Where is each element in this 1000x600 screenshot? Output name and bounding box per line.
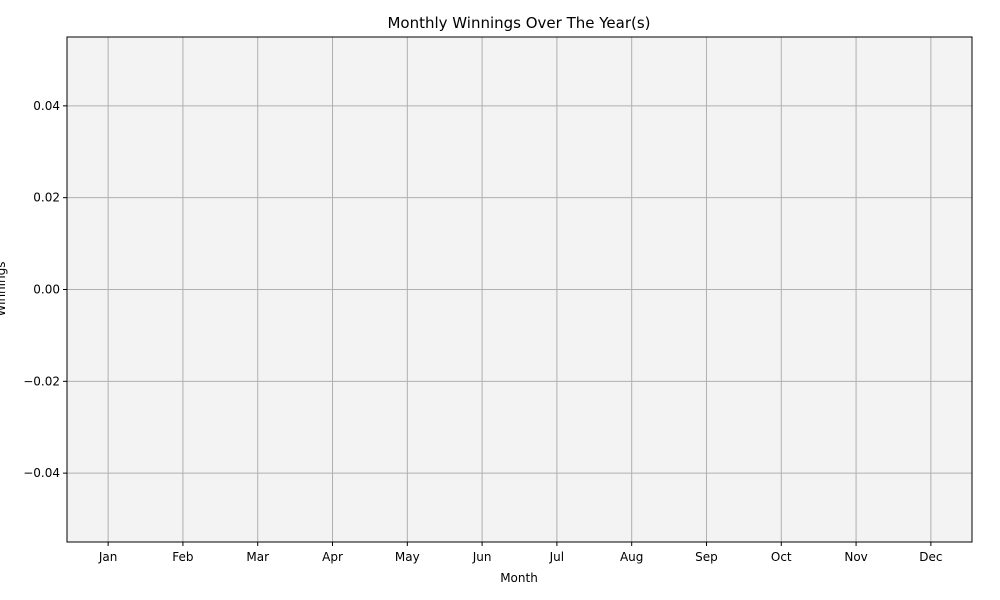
y-tick-label: 0.02 (33, 191, 60, 205)
x-tick-label: Oct (771, 550, 792, 564)
x-tick-label: Mar (246, 550, 269, 564)
x-tick-label: May (395, 550, 420, 564)
x-tick-label: Dec (919, 550, 942, 564)
x-axis: Jan Feb Mar Apr May Jun Jul Aug Sep Oct Nov Dec (98, 542, 942, 564)
chart-title: Monthly Winnings Over The Year(s) (387, 14, 650, 32)
y-tick-label: −0.02 (23, 374, 60, 388)
grid-lines (67, 37, 972, 542)
y-tick-label: −0.04 (23, 466, 60, 480)
x-tick-label: Sep (695, 550, 718, 564)
x-tick-label: Aug (620, 550, 643, 564)
x-axis-label: Month (500, 571, 538, 585)
x-tick-label: Jun (472, 550, 492, 564)
x-tick-label: Jan (98, 550, 118, 564)
x-tick-label: Feb (172, 550, 193, 564)
x-tick-label: Jul (549, 550, 564, 564)
x-tick-label: Apr (322, 550, 343, 564)
y-tick-label: 0.00 (33, 283, 60, 297)
y-axis-label: Winnings (0, 262, 8, 317)
y-tick-label: 0.04 (33, 99, 60, 113)
x-tick-label: Nov (844, 550, 867, 564)
y-axis: −0.04 −0.02 0.00 0.02 0.04 (23, 99, 67, 480)
